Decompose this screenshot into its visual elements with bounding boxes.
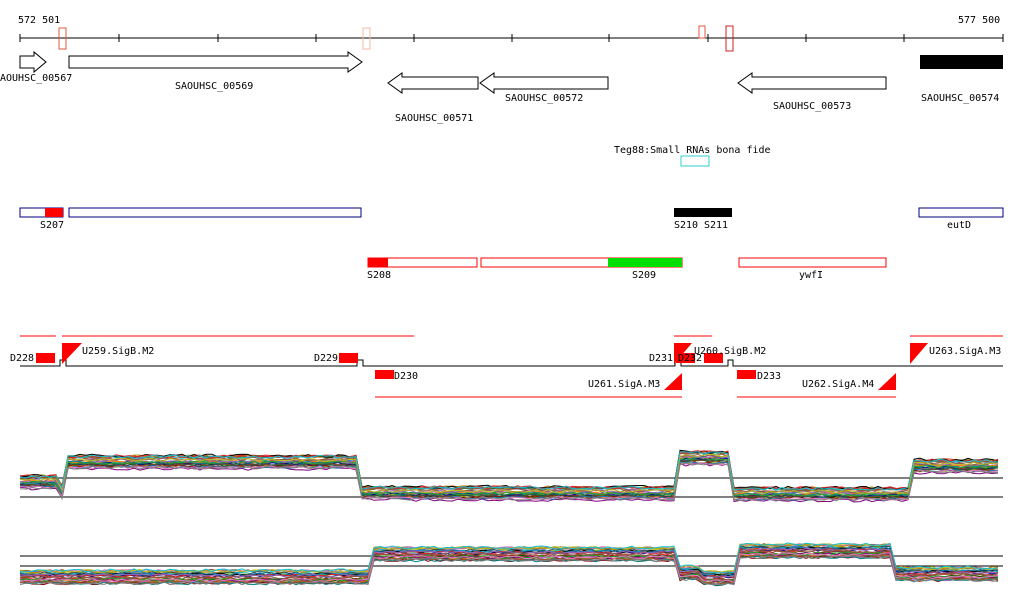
expression-trace [19,453,999,494]
expression-trace [19,456,999,497]
expression-trace [19,451,999,491]
downshift-label-d230: D230 [394,371,418,382]
downshift-block[interactable] [36,353,55,363]
gene-label-00572: SAOUHSC_00572 [505,93,583,104]
promoter-flag[interactable] [664,373,682,390]
expression-panel-2 [19,542,1003,587]
ruler-marker [698,25,706,39]
segment-red[interactable] [368,258,388,267]
expression-trace [19,462,999,502]
downshift-label-d231: D231 [649,353,673,364]
promoter-track: D228 U259.SigB.M2 D229 D230 D231 D232 U2… [10,335,1003,398]
coord-end: 577 500 [958,15,1000,26]
gene-arrow-00567[interactable] [19,50,47,74]
segment-track-minus: S208 S209 ywfI [367,257,887,281]
downshift-label-d228: D228 [10,353,34,364]
promoter-flag[interactable] [910,343,928,364]
gene-label-00573: SAOUHSC_00573 [773,101,851,112]
segment-red[interactable] [45,208,63,217]
promoter-flag[interactable] [62,343,82,364]
expression-panel-1 [19,449,1003,503]
segment-label-eutd: eutD [947,220,971,231]
strand-axis [20,359,1003,367]
promoter-label-u259: U259.SigB.M2 [82,346,154,357]
expression-trace [19,542,999,574]
segment-label-ywfi: ywfI [799,270,823,281]
ruler-marker [362,27,371,50]
srna-box[interactable] [680,155,710,167]
expression-trace [19,462,999,501]
segment-track-plus: S207 S210 S211 eutD [19,207,1004,231]
ruler-marker [58,27,67,50]
segment-label-s210: S210 [674,220,698,231]
segment-black[interactable] [674,208,732,217]
promoter-flag[interactable] [878,373,896,390]
segment-box[interactable] [68,207,362,218]
downshift-block[interactable] [737,370,756,379]
srna-label: Teg88:Small RNAs bona fide [614,145,771,156]
expression-trace [19,542,999,574]
segment-label-s209: S209 [632,270,656,281]
promoter-label-u261: U261.SigA.M3 [588,379,660,390]
segment-box[interactable] [918,207,1004,218]
downshift-block[interactable] [704,353,723,363]
gene-label-00569: SAOUHSC_00569 [175,81,253,92]
ruler-ticks [19,34,1004,42]
downshift-block[interactable] [676,353,695,363]
gene-arrow-00572[interactable] [479,72,609,94]
expression-trace [19,545,999,576]
expression-trace [19,548,999,581]
gene-label-00571: SAOUHSC_00571 [395,113,473,124]
segment-label-s211: S211 [704,220,728,231]
gene-arrow-00571[interactable] [387,72,479,94]
gene-label-00574: SAOUHSC_00574 [921,93,999,104]
expression-trace [19,555,999,586]
ruler-marker [725,25,734,52]
gene-arrow-00569[interactable] [68,51,363,73]
downshift-label-d233: D233 [757,371,781,382]
coord-start: 572 501 [18,15,60,26]
promoter-label-u263: U263.SigA.M3 [929,346,1001,357]
downshift-block[interactable] [375,370,394,379]
segment-green[interactable] [608,258,682,267]
promoter-flag[interactable] [674,343,692,364]
segment-label-s208: S208 [367,270,391,281]
gene-arrow-00573[interactable] [737,72,887,94]
gene-label-00567: AOUHSC_00567 [0,73,72,84]
downshift-label-d229: D229 [314,353,338,364]
expression-trace [20,551,999,583]
expression-trace [19,452,999,493]
promoter-label-u262: U262.SigA.M4 [802,379,874,390]
expression-trace [19,555,999,587]
promoter-label-u260: U260.SigB.M2 [694,346,766,357]
downshift-block[interactable] [339,353,358,363]
gene-block-00574[interactable] [920,55,1003,69]
downshift-label-d232: D232 [678,353,702,364]
segment-box[interactable] [738,257,887,268]
expression-trace [19,552,999,584]
gene-track: AOUHSC_00567 SAOUHSC_00569 SAOUHSC_00571… [0,50,1003,124]
segment-label-s207: S207 [40,220,64,231]
